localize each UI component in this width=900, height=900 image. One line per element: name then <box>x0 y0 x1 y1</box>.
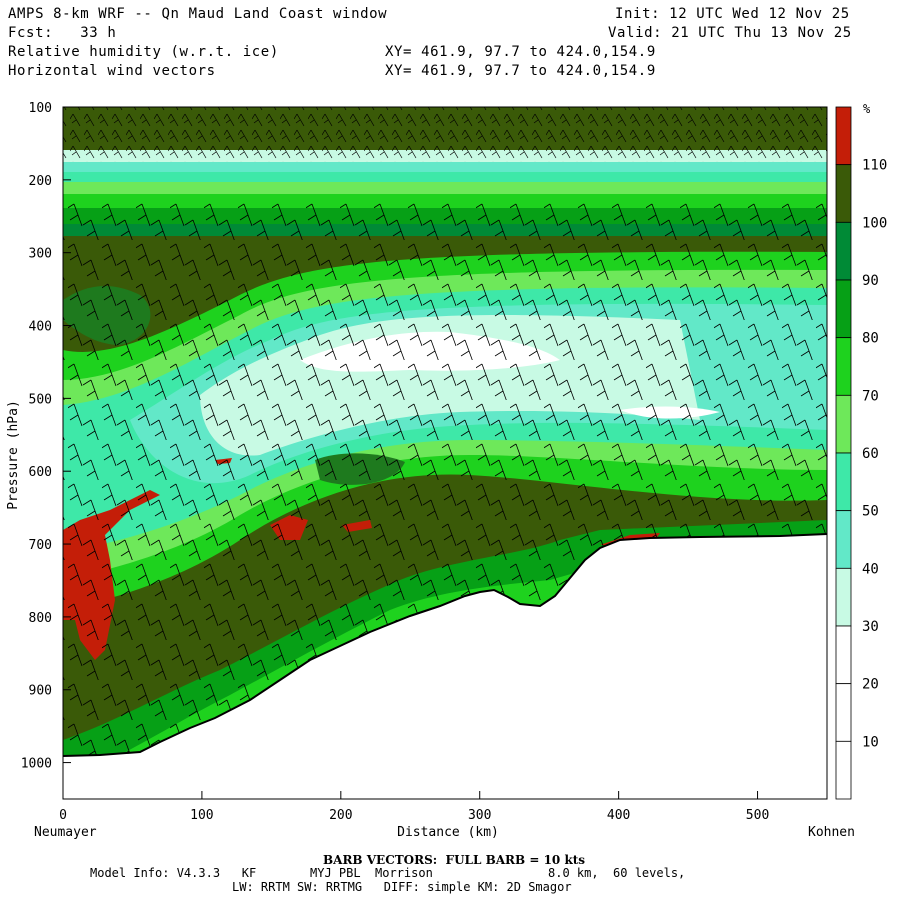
colorbar-swatch-7 <box>835 510 852 569</box>
field-label-rh: Relative humidity (w.r.t. ice) <box>8 44 279 60</box>
x-tick-label-500: 500 <box>746 808 769 823</box>
x-axis-label: Distance (km) <box>397 825 499 840</box>
colorbar-label-80: 80 <box>862 331 879 347</box>
colorbar-swatch-0 <box>835 106 852 166</box>
x-tick-label-400: 400 <box>607 808 630 823</box>
colorbar-label-110: 110 <box>862 158 887 174</box>
y-axis: 100 200 300 400 500 600 700 800 900 1000 <box>21 101 71 772</box>
x-tick-label-200: 200 <box>329 808 352 823</box>
colorbar-label-20: 20 <box>862 677 879 693</box>
xy-range-1: XY= 461.9, 97.7 to 424.0,154.9 <box>385 44 656 60</box>
colorbar-label-70: 70 <box>862 388 879 404</box>
colorbar-swatch-4 <box>835 337 852 396</box>
valid-time: Valid: 21 UTC Thu 13 Nov 25 <box>608 25 852 41</box>
xy-range-2: XY= 461.9, 97.7 to 424.0,154.9 <box>385 63 656 79</box>
y-tick-label-200: 200 <box>29 174 52 189</box>
model-pbl: MYJ PBL Morrison <box>310 866 433 880</box>
right-station-label: Kohnen <box>808 825 855 840</box>
y-axis-label: Pressure (hPa) <box>6 400 21 510</box>
x-tick-label-300: 300 <box>468 808 491 823</box>
colorbar-label-10: 10 <box>862 734 879 750</box>
y-tick-label-300: 300 <box>29 247 52 262</box>
x-axis: 0 100 200 300 400 500 <box>59 791 769 823</box>
colorbar-unit: % <box>863 102 871 116</box>
colorbar-swatch-5 <box>835 394 852 454</box>
colorbar-swatch-10 <box>835 683 852 742</box>
colorbar-label-100: 100 <box>862 215 887 231</box>
barb-legend: BARB VECTORS: FULL BARB = 10 kts <box>323 853 586 867</box>
x-tick-label-100: 100 <box>190 808 213 823</box>
field-label-wind: Horizontal wind vectors <box>8 63 216 79</box>
colorbar-swatch-2 <box>835 221 852 281</box>
plot-frame <box>62 106 828 800</box>
colorbar-label-50: 50 <box>862 504 879 520</box>
y-tick-label-900: 900 <box>29 684 52 699</box>
colorbar-label-60: 60 <box>862 446 879 462</box>
init-time: Init: 12 UTC Wed 12 Nov 25 <box>615 6 850 22</box>
model-grid: 8.0 km, 60 levels, <box>548 866 686 880</box>
colorbar-label-30: 30 <box>862 619 879 635</box>
colorbar-swatch-1 <box>835 164 852 223</box>
colorbar-label-40: 40 <box>862 561 879 577</box>
y-tick-label-800: 800 <box>29 611 52 626</box>
x-tick-label-0: 0 <box>59 808 67 823</box>
y-tick-label-1000: 1000 <box>21 757 52 772</box>
y-tick-label-100: 100 <box>29 101 52 116</box>
colorbar-swatch-11 <box>835 740 852 800</box>
colorbar-swatch-6 <box>835 452 852 512</box>
y-tick-label-500: 500 <box>29 392 52 407</box>
left-station-label: Neumayer <box>34 825 97 840</box>
model-info: Model Info: V4.3.3 KF <box>90 866 257 880</box>
forecast-hour: Fcst: 33 h <box>8 25 117 41</box>
colorbar-label-90: 90 <box>862 273 879 289</box>
colorbar: 110 100 90 80 70 60 50 40 30 20 10 <box>835 106 887 800</box>
colorbar-swatch-8 <box>835 567 852 627</box>
chart-title: AMPS 8-km WRF -- Qn Maud Land Coast wind… <box>8 6 388 22</box>
model-radiation: LW: RRTM SW: RRTMG DIFF: simple KM: 2D S… <box>232 880 572 894</box>
colorbar-swatch-9 <box>835 625 852 685</box>
y-tick-label-400: 400 <box>29 320 52 335</box>
terrain-surface-line <box>62 533 828 757</box>
y-tick-label-600: 600 <box>29 465 52 480</box>
colorbar-swatch-3 <box>835 279 852 339</box>
y-tick-label-700: 700 <box>29 538 52 553</box>
